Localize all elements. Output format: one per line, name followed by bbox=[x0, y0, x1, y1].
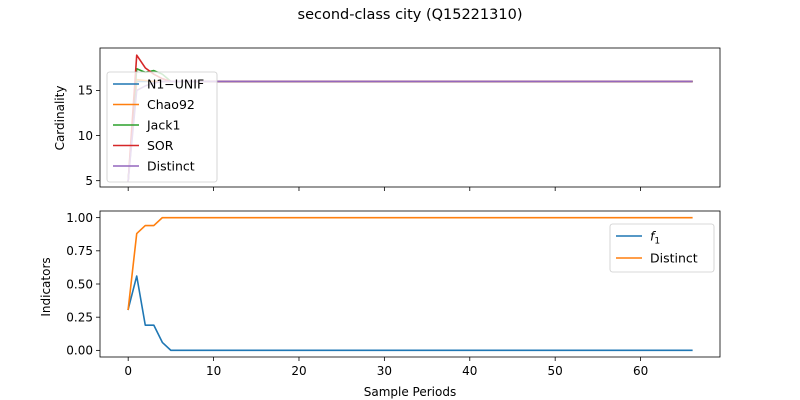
legend: N1−UNIF Chao92 Jack1 SOR Distinct bbox=[106, 71, 218, 183]
legend-label: f1 bbox=[650, 229, 660, 247]
legend-label: N1−UNIF bbox=[147, 77, 204, 92]
y-tick-label: 15 bbox=[78, 84, 93, 98]
series-line-f1 bbox=[127, 275, 693, 352]
y-tick-label: 0.50 bbox=[66, 277, 93, 291]
y-tick-label: 10 bbox=[78, 129, 93, 143]
indicators-axis-label: Indicators bbox=[39, 257, 53, 316]
x-tick-label: 30 bbox=[377, 364, 392, 378]
x-tick-label: 20 bbox=[291, 364, 306, 378]
y-tick-label: 1.00 bbox=[66, 211, 93, 225]
sample-periods-axis-label: Sample Periods bbox=[364, 385, 456, 399]
x-tick-label: 50 bbox=[548, 364, 563, 378]
cardinality-panel: 5 10 15 N1−UNIF Chao92 Jack1 SOR Distinct bbox=[78, 47, 721, 191]
y-tick-label: 5 bbox=[85, 174, 93, 188]
y-tick-label: 0.75 bbox=[66, 244, 93, 258]
x-tick-label: 10 bbox=[206, 364, 221, 378]
legend-label: Jack1 bbox=[146, 118, 180, 133]
x-tick-label: 0 bbox=[124, 364, 132, 378]
indicators-panel: 0 10 20 30 40 50 60 0.00 0.25 0.50 0.75 1.00 f1 Disti… bbox=[66, 210, 721, 378]
y-tick-label: 0.25 bbox=[66, 310, 93, 324]
cardinality-axis-label: Cardinality bbox=[53, 86, 67, 151]
plot-frame bbox=[99, 47, 721, 188]
legend-label: Chao92 bbox=[147, 97, 195, 112]
legend-label: SOR bbox=[147, 138, 174, 153]
legend-label: Distinct bbox=[147, 159, 195, 174]
legend: f1 Distinct bbox=[609, 223, 715, 273]
x-tick-label: 40 bbox=[462, 364, 477, 378]
legend-box bbox=[106, 71, 218, 183]
y-tick-label: 0.00 bbox=[66, 344, 93, 358]
legend-label: Distinct bbox=[650, 251, 698, 266]
x-tick-label: 60 bbox=[633, 364, 648, 378]
series-line-distinct bbox=[127, 216, 693, 311]
figure-title: second-class city (Q15221310) bbox=[298, 7, 523, 23]
